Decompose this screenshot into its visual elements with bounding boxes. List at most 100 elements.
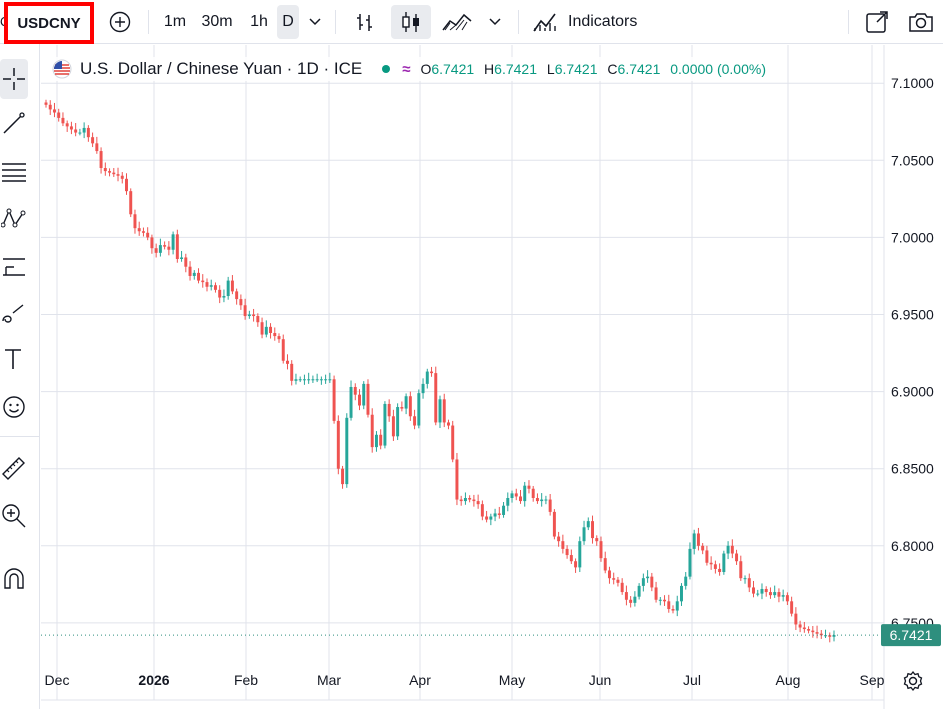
- candle-body: [743, 578, 747, 580]
- candle-body: [163, 245, 167, 247]
- candle-body: [226, 280, 230, 297]
- chart-settings-button[interactable]: [900, 668, 926, 694]
- interval-30m-button[interactable]: 30m: [201, 13, 233, 30]
- candle-body: [722, 553, 726, 573]
- candle: [815, 625, 819, 639]
- candle-body: [502, 505, 506, 515]
- crosshair-tool-button[interactable]: [0, 59, 28, 99]
- patterns-tool-button[interactable]: [0, 199, 28, 239]
- candle: [141, 227, 145, 237]
- candle-body: [519, 496, 522, 502]
- candle-body: [548, 499, 552, 512]
- candle: [641, 573, 645, 592]
- price-tick-label: 6.9500: [891, 307, 934, 323]
- candle-body: [667, 601, 671, 610]
- candle-body: [205, 282, 209, 287]
- candle-body: [675, 601, 679, 611]
- candle: [480, 500, 484, 521]
- fullscreen-button[interactable]: [862, 0, 892, 44]
- magnet-tool-button[interactable]: [0, 558, 28, 598]
- compare-wave-icon[interactable]: ≈: [402, 60, 411, 78]
- interval-d-button[interactable]: D: [277, 5, 299, 39]
- candle-body: [438, 399, 442, 423]
- horizontal-lines-tool-button[interactable]: [0, 151, 28, 191]
- candle-body: [807, 629, 811, 631]
- market-status-dot[interactable]: [382, 65, 391, 73]
- candle: [713, 560, 717, 574]
- bar-replay-button[interactable]: [350, 0, 380, 44]
- candle-body: [137, 228, 141, 232]
- candle-body: [692, 533, 696, 549]
- interval-1h-button[interactable]: 1h: [250, 13, 268, 30]
- candle-body: [430, 371, 434, 374]
- brush-tool-button[interactable]: [0, 293, 28, 333]
- candle: [103, 162, 107, 176]
- candle-body: [794, 613, 798, 625]
- forecast-tool-button[interactable]: [0, 247, 28, 287]
- candle-body: [607, 570, 611, 579]
- chart-type-dropdown-button[interactable]: [484, 0, 506, 44]
- candle: [57, 108, 61, 122]
- candle-body: [561, 541, 565, 549]
- candle: [519, 489, 522, 504]
- candle: [561, 534, 565, 554]
- candles-icon: [402, 12, 419, 32]
- trend-line-tool-button[interactable]: [0, 103, 28, 143]
- candle-body: [154, 248, 158, 253]
- price-tick-label: 7.0000: [891, 229, 934, 245]
- interval-dropdown-button[interactable]: [304, 0, 326, 44]
- symbol-title[interactable]: U.S. Dollar / Chinese Yuan · 1D · ICE: [80, 59, 363, 78]
- time-tick-label: Apr: [409, 672, 431, 688]
- candle: [82, 122, 86, 139]
- interval-1m-button[interactable]: 1m: [163, 13, 187, 30]
- candle-body: [752, 587, 755, 594]
- candle: [150, 234, 154, 254]
- time-axis[interactable]: Dec 2026 Feb Mar Apr May Jun Jul Aug Sep: [45, 672, 885, 688]
- candle: [120, 172, 124, 184]
- candle: [828, 632, 832, 643]
- candle-body: [468, 498, 472, 500]
- candle: [396, 403, 400, 441]
- trend-line-icon: [3, 112, 25, 134]
- candle-body: [773, 592, 777, 596]
- candle-body: [349, 386, 353, 418]
- candle: [595, 535, 599, 546]
- candle: [226, 276, 230, 300]
- toolbar-divider: [848, 10, 849, 34]
- candle-body: [103, 168, 107, 172]
- zoom-tool-button[interactable]: [0, 496, 28, 536]
- candle-body: [379, 434, 383, 446]
- text-tool-button[interactable]: [0, 339, 28, 379]
- candle: [557, 531, 561, 547]
- price-axis[interactable]: 7.1000 7.0500 7.0000 6.9500 6.9000 6.8500 6.80…: [891, 75, 934, 631]
- candle: [290, 360, 294, 386]
- candle-body: [112, 172, 116, 175]
- price-chart[interactable]: 7.1000 7.0500 7.0000 6.9500 6.9000 6.8500 6.80…: [41, 45, 943, 709]
- snapshot-button[interactable]: [905, 0, 937, 44]
- candle-body: [586, 521, 590, 528]
- candle-body: [637, 585, 641, 597]
- candle: [158, 238, 162, 257]
- candle: [692, 529, 696, 555]
- change-value: 0.0000 (0.00%): [670, 61, 766, 77]
- candle: [417, 389, 421, 429]
- candle-body: [713, 564, 717, 569]
- candle-body: [328, 379, 332, 381]
- candle: [811, 625, 815, 638]
- emoji-tool-button[interactable]: [0, 387, 28, 427]
- drawing-toolbar: [0, 44, 40, 709]
- candle-body: [315, 379, 319, 381]
- chart-type-candles-button[interactable]: [391, 5, 431, 39]
- indicators-button[interactable]: Indicators: [532, 0, 652, 44]
- candle-body: [408, 396, 412, 417]
- candle-body: [120, 175, 124, 179]
- candle-body: [832, 635, 836, 637]
- bars-icon: [357, 14, 372, 31]
- chart-type-area-button[interactable]: [440, 0, 474, 44]
- candle-body: [781, 595, 785, 597]
- symbol-search-button[interactable]: USDCNY: [4, 2, 94, 44]
- compare-add-button[interactable]: [106, 0, 134, 44]
- candle: [680, 583, 683, 606]
- measure-tool-button[interactable]: [0, 447, 28, 487]
- candle-body: [235, 291, 239, 300]
